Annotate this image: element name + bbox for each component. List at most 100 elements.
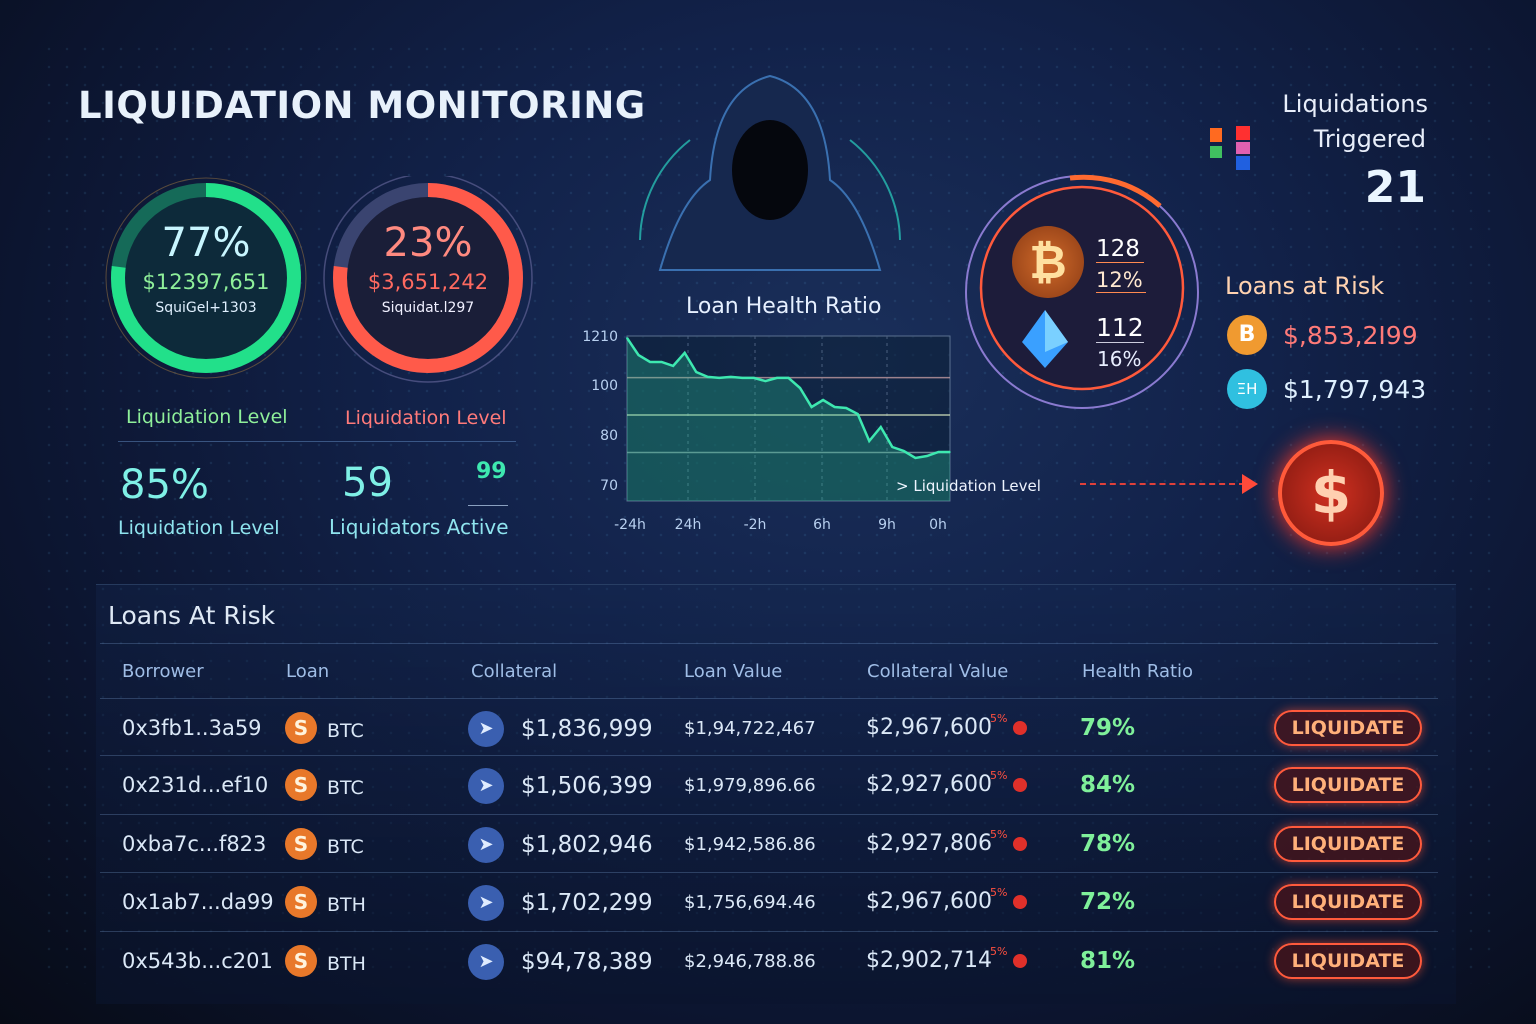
collateral-change: 5% (990, 886, 1008, 899)
collateral-amount: $1,702,299 (521, 890, 653, 916)
arrow-head-icon (1242, 474, 1258, 494)
data-point (856, 413, 859, 415)
health-ratio: 72% (1080, 889, 1136, 915)
data-point (845, 407, 847, 409)
x-tick-label: 9h (878, 517, 896, 533)
data-point (672, 365, 674, 367)
collateral-amount: $1,802,946 (521, 832, 653, 858)
health-ratio: 79% (1080, 715, 1136, 741)
gauge-left-text: 77% $12397,651 SquiGel+1303 (116, 220, 296, 316)
data-point (914, 457, 917, 459)
gauge-left-caption: SquiGel+1303 (155, 300, 257, 316)
btc-percent: 12% (1096, 268, 1146, 293)
liquidation-level-label: Liquidation Level (118, 517, 280, 539)
liquidate-button[interactable]: LIQUIDATE (1274, 710, 1422, 746)
loan-coin-icon: S (285, 945, 317, 977)
loan-asset: BTC (327, 777, 364, 799)
loans-at-risk-title: Loans at Risk (1225, 272, 1385, 300)
data-point (683, 352, 686, 354)
trend-down-icon (1013, 895, 1027, 909)
collateral-value: $2,967,600 (866, 889, 992, 914)
dollar-alert-icon[interactable]: $ (1278, 440, 1384, 546)
x-tick-label: -24h (614, 517, 646, 533)
trend-down-icon (1013, 778, 1027, 792)
collateral-value: $2,902,714 (866, 948, 992, 973)
liquidations-logo-icon (1210, 126, 1250, 170)
collateral-value: $2,927,806 (866, 831, 992, 856)
borrower-address[interactable]: 0xba7c...f823 (122, 832, 267, 856)
btc-risk-value: $,853,2I99 (1283, 321, 1418, 350)
gauge-right-text: 23% $3,651,242 Siquidat.l297 (338, 220, 518, 316)
collateral-token-icon: ➤ (468, 885, 504, 921)
gauge-right-amount: $3,651,242 (367, 270, 489, 294)
data-point (949, 451, 951, 453)
liquidate-button[interactable]: LIQUIDATE (1274, 884, 1422, 920)
borrower-address[interactable]: 0x543b...c201 (122, 949, 273, 973)
loan-asset: BTC (327, 720, 364, 742)
liquidate-button[interactable]: LIQUIDATE (1274, 943, 1422, 979)
x-tick-label: 6h (813, 517, 831, 533)
row-divider (100, 698, 1438, 699)
collateral-token-icon: ➤ (468, 827, 504, 863)
data-point (695, 371, 698, 373)
data-point (822, 399, 824, 401)
collateral-token-icon: ➤ (468, 711, 504, 747)
triggered-count: 21 (1364, 162, 1426, 213)
divider (118, 441, 516, 442)
row-divider (100, 872, 1438, 873)
borrower-address[interactable]: 0x1ab7...da99 (122, 890, 274, 914)
eth-percent: 16% (1097, 347, 1142, 371)
data-point (937, 451, 940, 453)
liquidation-level-value: 85% (120, 462, 209, 508)
loan-coin-icon: S (285, 828, 317, 860)
loan-asset: BTC (327, 836, 364, 858)
y-tick-label: 80 (600, 428, 618, 444)
column-header-loan-value[interactable]: Loan Value (684, 661, 783, 682)
triggered-label-2: Triggered (1313, 125, 1426, 153)
data-point (660, 361, 663, 363)
trend-down-icon (1013, 721, 1027, 735)
data-point (626, 337, 628, 339)
chart-title: Loan Health Ratio (686, 294, 882, 319)
column-header-collateral[interactable]: Collateral (471, 661, 558, 682)
loan-value: $2,946,788.86 (684, 951, 816, 972)
chart-annotation: > Liquidation Level (896, 477, 1041, 495)
ethereum-icon (1022, 310, 1068, 368)
borrower-address[interactable]: 0x231d...ef10 (122, 773, 269, 797)
column-header-loan[interactable]: Loan (286, 661, 330, 682)
loan-coin-icon: S (285, 769, 317, 801)
liquidate-button[interactable]: LIQUIDATE (1274, 826, 1422, 862)
eth-coin-icon: ΞH (1227, 369, 1267, 409)
liquidate-button[interactable]: LIQUIDATE (1274, 767, 1422, 803)
collateral-amount: $1,836,999 (521, 716, 653, 742)
column-header-borrower[interactable]: Borrower (122, 661, 204, 682)
gauge-left-amount: $12397,651 (142, 270, 270, 294)
borrower-address[interactable]: 0x3fb1..3a59 (122, 716, 262, 740)
data-point (879, 426, 882, 428)
data-point (868, 440, 871, 442)
collateral-change: 5% (990, 945, 1008, 958)
gauge-left-percent: 77% (161, 220, 251, 266)
x-tick-label: 24h (675, 517, 702, 533)
collateral-amount: $94,78,389 (521, 949, 653, 975)
loan-coin-icon: S (285, 712, 317, 744)
data-point (891, 446, 894, 448)
alert-arrow-line (1080, 483, 1245, 485)
collateral-value: $2,927,600 (866, 772, 992, 797)
page-title: LIQUIDATION MONITORING (78, 84, 646, 127)
data-point (649, 361, 651, 363)
loan-value: $1,942,586.86 (684, 834, 816, 855)
column-header-health-ratio[interactable]: Health Ratio (1082, 661, 1194, 682)
gauge-left-fill (111, 183, 301, 373)
hooded-figure-icon (639, 74, 901, 271)
row-divider (100, 814, 1438, 815)
gauge-right-caption: Siquidat.l297 (381, 300, 475, 316)
column-header-collateral-value[interactable]: Collateral Value (867, 661, 1009, 682)
data-point (810, 406, 813, 408)
collateral-ring (965, 174, 1199, 409)
data-point (787, 377, 790, 379)
liquidators-active-value: 59 (342, 460, 393, 506)
data-point (764, 380, 767, 382)
loan-value: $1,756,694.46 (684, 892, 816, 913)
y-tick-label: 70 (600, 478, 618, 494)
